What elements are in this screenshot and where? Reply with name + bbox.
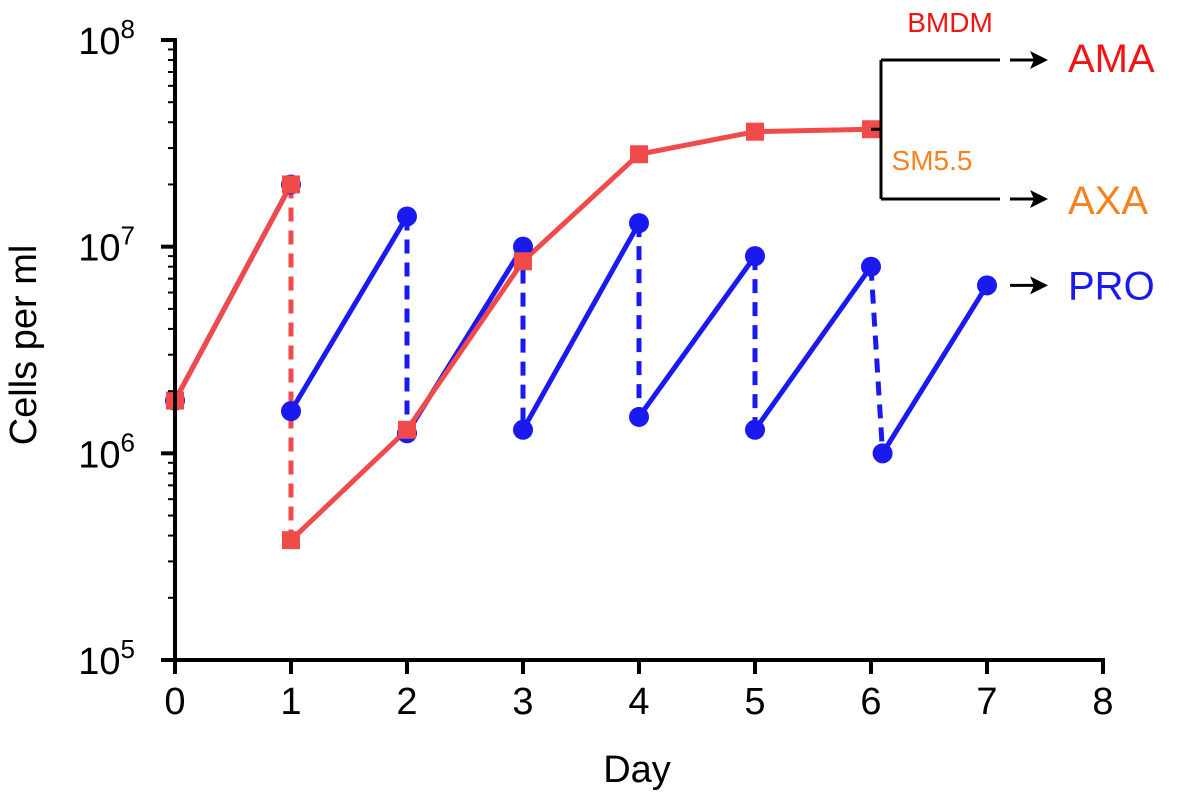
pro-marker [629, 213, 649, 234]
y-tick-label: 107 [78, 221, 135, 270]
x-tick-label: 2 [396, 681, 417, 723]
x-tick-label: 8 [1092, 681, 1113, 723]
pro-label: PRO [1068, 264, 1155, 308]
x-tick-label: 1 [280, 681, 301, 723]
y-axis-title: Cells per ml [3, 245, 45, 446]
ama-marker [746, 122, 764, 141]
y-tick-label: 108 [78, 14, 135, 63]
pro-solid-segment [636, 254, 758, 419]
pro-marker [397, 206, 417, 227]
series-layer [165, 120, 997, 550]
ama-arrow-head [1030, 51, 1048, 70]
pro-arrow-head [1030, 276, 1048, 295]
ama-marker [398, 420, 416, 439]
axes: 0 1 2 3 4 5 6 7 8 105 106 107 108 [78, 14, 1113, 723]
ama-solid-segment [172, 183, 294, 402]
axa-label: AXA [1068, 179, 1148, 223]
x-tick-label: 3 [512, 681, 533, 723]
pro-marker [745, 246, 765, 267]
axa-arrow-head [1030, 190, 1048, 209]
x-tick-label: 6 [860, 681, 881, 723]
x-tick-label: 0 [164, 681, 185, 723]
x-tick-label: 5 [744, 681, 765, 723]
pro-solid-segment [288, 215, 410, 413]
pro-marker [745, 419, 765, 440]
ama-solid-segment [289, 126, 872, 542]
y-tick-label: 106 [78, 427, 135, 476]
pro-dashed-segment [868, 266, 886, 454]
ama-marker [514, 252, 532, 271]
pro-marker [629, 406, 649, 427]
bmdm-label: BMDM [907, 7, 993, 38]
ama-marker [282, 175, 300, 194]
ama-label: AMA [1068, 37, 1155, 81]
pro-marker [861, 256, 881, 277]
x-tick-label: 4 [628, 681, 649, 723]
ama-marker [630, 145, 648, 164]
y-tick-label: 105 [78, 634, 135, 683]
x-axis-title: Day [603, 749, 671, 791]
pro-marker [513, 419, 533, 440]
x-tick-label: 7 [976, 681, 997, 723]
sm55-label: SM5.5 [892, 145, 973, 176]
pro-marker [281, 401, 301, 422]
pro-marker [513, 236, 533, 257]
pro-marker [977, 275, 997, 296]
pro-solid-segment [880, 284, 990, 455]
annotation-layer [871, 51, 1048, 295]
ama-marker [282, 531, 300, 550]
pro-solid-segment [520, 221, 642, 432]
pro-solid-segment [752, 265, 874, 432]
pro-marker [872, 443, 893, 464]
